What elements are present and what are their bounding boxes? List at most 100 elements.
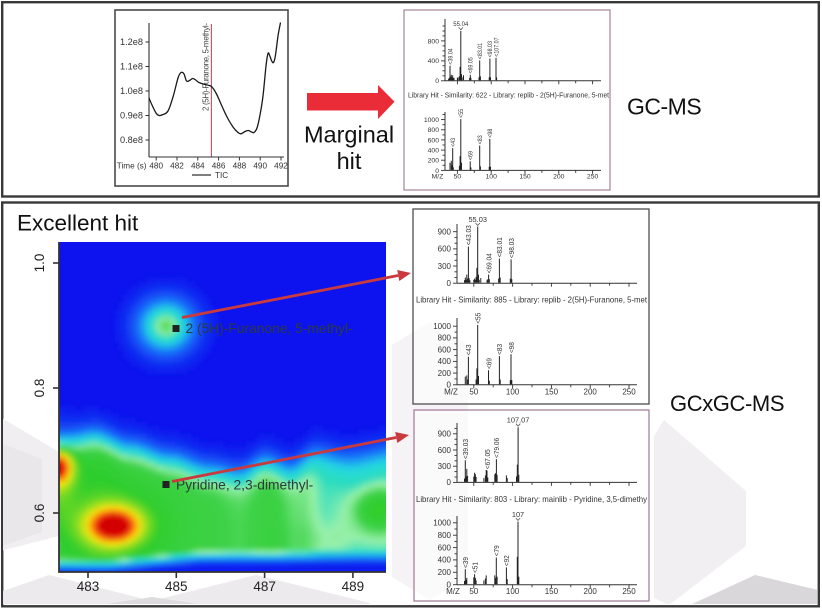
svg-text:<98.03: <98.03 <box>507 238 516 258</box>
svg-text:2 (5H)-Furanone, 5-methyl-: 2 (5H)-Furanone, 5-methyl- <box>186 321 353 336</box>
svg-text:485: 485 <box>165 579 188 594</box>
svg-text:250: 250 <box>622 587 636 596</box>
svg-text:hit: hit <box>337 148 362 174</box>
svg-text:<69.05: <69.05 <box>469 57 475 74</box>
svg-text:1.1e8: 1.1e8 <box>120 62 143 72</box>
svg-text:482: 482 <box>170 162 184 171</box>
svg-text:484: 484 <box>191 162 205 171</box>
svg-text:200: 200 <box>438 369 452 378</box>
svg-text:0.8e8: 0.8e8 <box>120 135 143 145</box>
svg-text:<92: <92 <box>502 555 511 566</box>
svg-text:<43: <43 <box>464 345 473 356</box>
svg-text:200: 200 <box>553 174 565 181</box>
svg-text:0: 0 <box>447 581 452 590</box>
svg-text:488: 488 <box>233 162 247 171</box>
svg-text:0.6: 0.6 <box>32 504 47 523</box>
svg-text:Marginal: Marginal <box>304 121 394 147</box>
svg-text:0: 0 <box>435 168 439 175</box>
svg-text:Excellent hit: Excellent hit <box>17 211 139 236</box>
svg-text:GC-MS: GC-MS <box>627 94 701 120</box>
svg-text:<39: <39 <box>461 557 470 568</box>
svg-text:900: 900 <box>438 430 452 439</box>
svg-text:<83: <83 <box>478 135 484 145</box>
svg-text:<55: <55 <box>459 108 465 118</box>
svg-text:Pyridine, 2,3-dimethyl-: Pyridine, 2,3-dimethyl- <box>176 478 313 493</box>
svg-text:<39.03: <39.03 <box>461 439 470 459</box>
svg-text:<98: <98 <box>488 128 494 138</box>
svg-text:50: 50 <box>454 174 462 181</box>
svg-text:GCxGC-MS: GCxGC-MS <box>670 391 784 416</box>
svg-text:<55: <55 <box>474 313 483 324</box>
svg-text:50: 50 <box>469 587 478 596</box>
svg-text:<43: <43 <box>451 137 457 147</box>
svg-text:<39.04: <39.04 <box>448 48 454 65</box>
svg-text:<69.04: <69.04 <box>484 253 493 273</box>
svg-text:600: 600 <box>438 446 452 455</box>
svg-text:<83.01: <83.01 <box>478 42 484 59</box>
svg-text:487: 487 <box>253 579 276 594</box>
svg-text:55.04: 55.04 <box>453 22 469 28</box>
svg-text:300: 300 <box>438 462 452 471</box>
svg-text:0.9e8: 0.9e8 <box>120 111 143 121</box>
svg-text:<98.03: <98.03 <box>488 41 494 58</box>
svg-text:50: 50 <box>469 387 478 396</box>
svg-text:<107.07: <107.07 <box>494 37 500 57</box>
svg-text:300: 300 <box>438 262 452 271</box>
svg-text:1000: 1000 <box>433 519 451 528</box>
svg-text:Library Hit - Similarity: 622: Library Hit - Similarity: 622 - Library:… <box>408 93 609 100</box>
svg-text:0: 0 <box>447 478 452 487</box>
svg-text:800: 800 <box>428 38 440 45</box>
svg-text:400: 400 <box>428 148 440 155</box>
svg-text:600: 600 <box>438 543 452 552</box>
svg-text:900: 900 <box>438 228 452 237</box>
svg-text:Library Hit - Similarity: 803: Library Hit - Similarity: 803 - Library:… <box>416 495 648 504</box>
svg-text:<43.03: <43.03 <box>464 225 473 245</box>
svg-text:600: 600 <box>438 245 452 254</box>
svg-text:2 (5H)-Furanone, 5-methyl-: 2 (5H)-Furanone, 5-methyl- <box>202 23 211 111</box>
svg-text:400: 400 <box>428 58 440 65</box>
svg-text:800: 800 <box>428 127 440 134</box>
svg-text:<83: <83 <box>495 344 504 355</box>
svg-text:Library Hit - Similarity: 885: Library Hit - Similarity: 885 - Library:… <box>416 296 648 305</box>
svg-text:489: 489 <box>342 579 365 594</box>
svg-text:200: 200 <box>584 587 598 596</box>
svg-text:<67.05: <67.05 <box>483 449 492 469</box>
svg-text:200: 200 <box>584 387 598 396</box>
svg-text:250: 250 <box>622 387 636 396</box>
svg-text:150: 150 <box>545 587 559 596</box>
svg-text:250: 250 <box>587 174 599 181</box>
svg-text:100: 100 <box>506 587 520 596</box>
svg-text:<79.06: <79.06 <box>492 438 501 458</box>
svg-text:0: 0 <box>447 279 452 288</box>
svg-text:400: 400 <box>438 556 452 565</box>
svg-text:107.07: 107.07 <box>507 416 530 425</box>
svg-text:200: 200 <box>428 158 440 165</box>
svg-text:100: 100 <box>486 174 498 181</box>
svg-text:150: 150 <box>545 387 559 396</box>
svg-text:<98: <98 <box>507 342 516 353</box>
svg-text:<83.01: <83.01 <box>495 237 504 257</box>
svg-text:55.03: 55.03 <box>468 215 487 224</box>
svg-text:1000: 1000 <box>433 322 451 331</box>
svg-text:0.8: 0.8 <box>32 379 47 398</box>
svg-text:492: 492 <box>274 162 288 171</box>
svg-text:<79: <79 <box>492 545 501 556</box>
svg-text:200: 200 <box>438 568 452 577</box>
svg-text:800: 800 <box>438 531 452 540</box>
svg-text:490: 490 <box>253 162 267 171</box>
svg-text:<69: <69 <box>484 358 493 369</box>
svg-text:486: 486 <box>212 162 226 171</box>
svg-text:0: 0 <box>447 381 452 390</box>
svg-text:150: 150 <box>519 174 531 181</box>
svg-text:0: 0 <box>435 78 439 85</box>
svg-text:M/Z: M/Z <box>444 387 458 396</box>
svg-text:480: 480 <box>149 162 163 171</box>
svg-text:107: 107 <box>512 510 524 519</box>
svg-text:1000: 1000 <box>424 117 439 124</box>
svg-text:600: 600 <box>438 345 452 354</box>
svg-text:Time (s): Time (s) <box>117 162 147 171</box>
svg-text:TIC: TIC <box>215 171 228 180</box>
svg-text:1.0: 1.0 <box>32 254 47 273</box>
svg-text:M/Z: M/Z <box>446 587 460 596</box>
svg-text:100: 100 <box>506 387 520 396</box>
